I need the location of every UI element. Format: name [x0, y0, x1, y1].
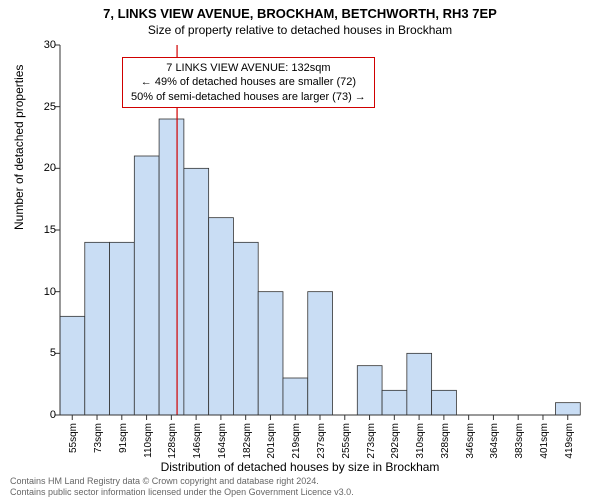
chart-area: 7 LINKS VIEW AVENUE: 132sqm ← 49% of det… [60, 45, 580, 415]
histogram-bar [233, 242, 258, 415]
x-tick-label: 364sqm [489, 423, 500, 459]
x-tick-label: 328sqm [440, 423, 451, 459]
histogram-bar [110, 242, 135, 415]
x-tick-label: 201sqm [266, 423, 277, 459]
x-tick-label: 310sqm [415, 423, 426, 459]
histogram-bar [258, 292, 283, 415]
x-tick-label: 346sqm [465, 423, 476, 459]
histogram-bar [134, 156, 159, 415]
x-tick-label: 219sqm [291, 423, 302, 459]
histogram-bar [159, 119, 184, 415]
x-tick-label: 91sqm [118, 423, 129, 453]
x-tick-label: 182sqm [242, 423, 253, 459]
y-tick-label: 15 [26, 224, 56, 236]
histogram-bar [357, 366, 382, 415]
x-tick-label: 255sqm [341, 423, 352, 459]
histogram-bar [555, 403, 580, 415]
x-tick-label: 237sqm [316, 423, 327, 459]
y-axis-label: Number of detached properties [12, 65, 26, 230]
histogram-bar [184, 168, 209, 415]
x-tick-label: 419sqm [564, 423, 575, 459]
histogram-bar [407, 353, 432, 415]
info-line-2: ← 49% of detached houses are smaller (72… [131, 75, 366, 89]
x-tick-label: 273sqm [366, 423, 377, 459]
info-box: 7 LINKS VIEW AVENUE: 132sqm ← 49% of det… [122, 57, 375, 108]
x-tick-label: 128sqm [167, 423, 178, 459]
x-tick-label: 55sqm [68, 423, 79, 453]
x-tick-label: 164sqm [217, 423, 228, 459]
y-tick-label: 25 [26, 101, 56, 113]
x-tick-label: 401sqm [539, 423, 550, 459]
histogram-bar [209, 218, 234, 415]
histogram-bar [382, 390, 407, 415]
x-tick-label: 146sqm [192, 423, 203, 459]
x-tick-label: 292sqm [390, 423, 401, 459]
y-tick-label: 20 [26, 162, 56, 174]
y-tick-label: 10 [26, 286, 56, 298]
y-tick-label: 30 [26, 39, 56, 51]
info-line-3: 50% of semi-detached houses are larger (… [131, 90, 366, 104]
chart-container: 7, LINKS VIEW AVENUE, BROCKHAM, BETCHWOR… [0, 0, 600, 500]
footer-note: Contains HM Land Registry data © Crown c… [10, 476, 354, 498]
histogram-bar [85, 242, 110, 415]
histogram-bar [283, 378, 308, 415]
info-line-1: 7 LINKS VIEW AVENUE: 132sqm [131, 61, 366, 75]
histogram-bar [432, 390, 457, 415]
x-tick-label: 383sqm [514, 423, 525, 459]
x-tick-label: 73sqm [93, 423, 104, 453]
chart-title-main: 7, LINKS VIEW AVENUE, BROCKHAM, BETCHWOR… [0, 0, 600, 21]
y-tick-label: 5 [26, 347, 56, 359]
x-axis-label: Distribution of detached houses by size … [0, 460, 600, 474]
chart-title-sub: Size of property relative to detached ho… [0, 21, 600, 37]
y-tick-label: 0 [26, 409, 56, 421]
x-tick-label: 110sqm [143, 423, 154, 458]
histogram-bar [308, 292, 333, 415]
footer-line-1: Contains HM Land Registry data © Crown c… [10, 476, 354, 487]
footer-line-2: Contains public sector information licen… [10, 487, 354, 498]
histogram-bar [60, 316, 85, 415]
